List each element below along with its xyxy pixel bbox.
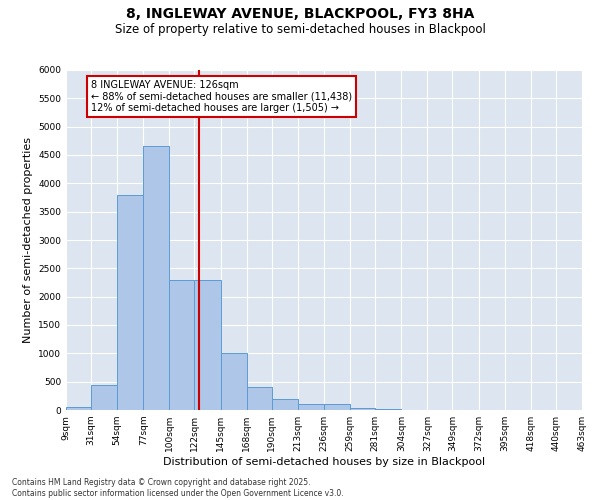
- Bar: [350, 408, 375, 410]
- Bar: [272, 398, 298, 410]
- Text: 8 INGLEWAY AVENUE: 126sqm
← 88% of semi-detached houses are smaller (11,438)
12%: 8 INGLEWAY AVENUE: 126sqm ← 88% of semi-…: [91, 80, 352, 114]
- Bar: [66, 407, 91, 410]
- Bar: [169, 280, 194, 410]
- Bar: [143, 146, 169, 410]
- Bar: [91, 384, 117, 410]
- Bar: [247, 388, 272, 410]
- X-axis label: Distribution of semi-detached houses by size in Blackpool: Distribution of semi-detached houses by …: [163, 457, 485, 467]
- Text: 8, INGLEWAY AVENUE, BLACKPOOL, FY3 8HA: 8, INGLEWAY AVENUE, BLACKPOOL, FY3 8HA: [126, 8, 474, 22]
- Bar: [221, 354, 247, 410]
- Bar: [117, 194, 143, 410]
- Text: Size of property relative to semi-detached houses in Blackpool: Size of property relative to semi-detach…: [115, 22, 485, 36]
- Y-axis label: Number of semi-detached properties: Number of semi-detached properties: [23, 137, 32, 343]
- Text: Contains HM Land Registry data © Crown copyright and database right 2025.
Contai: Contains HM Land Registry data © Crown c…: [12, 478, 344, 498]
- Bar: [194, 280, 221, 410]
- Bar: [324, 404, 350, 410]
- Bar: [298, 404, 324, 410]
